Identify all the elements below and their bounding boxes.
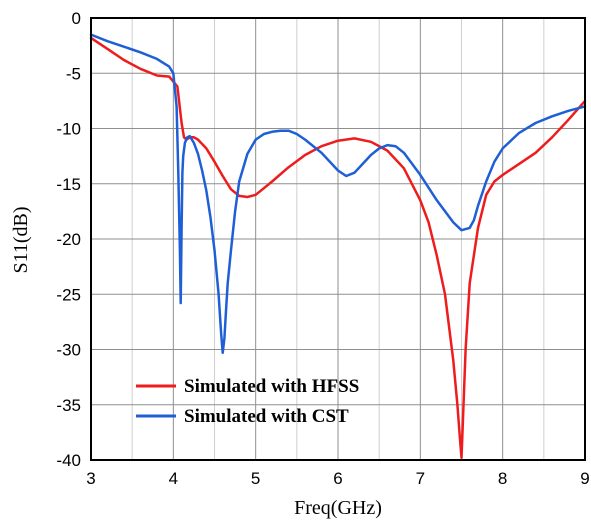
x-tick-label: 8 (498, 469, 507, 488)
y-tick-label: -15 (56, 175, 81, 194)
y-tick-labels: 0 -5 -10 -15 -20 -25 -30 -35 -40 (56, 9, 81, 470)
series-layer (89, 33, 587, 460)
x-tick-label: 9 (580, 469, 589, 488)
grid-lines (91, 18, 585, 460)
y-tick-label: -35 (56, 396, 81, 415)
legend-label-hfss: Simulated with HFSS (184, 376, 359, 397)
x-tick-label: 6 (333, 469, 342, 488)
y-tick-label: -40 (56, 451, 81, 470)
x-tick-label: 4 (169, 469, 178, 488)
x-tick-label: 3 (86, 469, 95, 488)
plot-frame (90, 17, 586, 461)
series-line-cst (89, 33, 587, 355)
x-tick-label: 5 (251, 469, 260, 488)
y-tick-label: -20 (56, 230, 81, 249)
legend: Simulated with HFSS Simulated with CST (136, 376, 359, 427)
x-tick-label: 7 (416, 469, 425, 488)
x-axis-title: Freq(GHz) (294, 497, 382, 519)
y-tick-label: -25 (56, 285, 81, 304)
y-tick-label: -30 (56, 341, 81, 360)
y-tick-label: -10 (56, 120, 81, 139)
y-tick-label: 0 (72, 9, 81, 28)
series-line-hfss (89, 36, 587, 460)
legend-label-cst: Simulated with CST (184, 406, 349, 427)
y-tick-label: -5 (66, 64, 81, 83)
x-tick-labels: 3 4 5 6 7 8 9 (86, 469, 589, 488)
y-axis-title: S11(dB) (10, 206, 32, 273)
